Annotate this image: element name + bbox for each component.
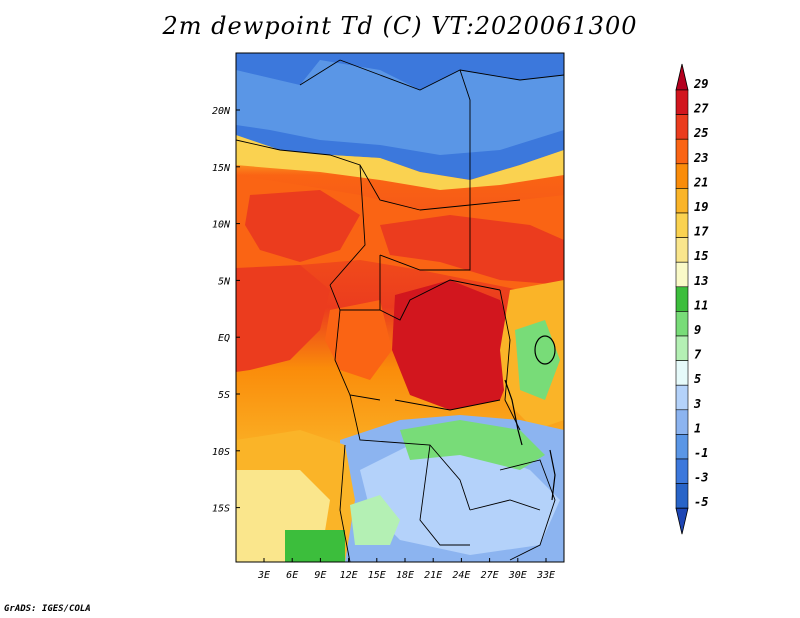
colorbar-swatch xyxy=(675,384,689,411)
colorbar-label: -3 xyxy=(694,471,708,485)
colorbar-label: 21 xyxy=(693,175,708,189)
colorbar-swatch xyxy=(675,483,689,509)
lat-label: 10N xyxy=(212,220,231,231)
lat-label: 5S xyxy=(218,390,230,401)
lon-label: 15E xyxy=(368,570,386,581)
colorbar-swatch xyxy=(675,261,689,288)
colorbar-bottom-arrow xyxy=(675,507,689,535)
lon-label: 12E xyxy=(340,570,358,581)
colorbar-label: -1 xyxy=(694,446,708,460)
colorbar-swatch xyxy=(675,311,689,337)
lat-label: 20N xyxy=(212,106,231,117)
lon-label: 33E xyxy=(536,570,555,581)
lon-label: 27E xyxy=(481,570,499,581)
map-frame xyxy=(235,52,565,563)
colorbar-label: 15 xyxy=(694,249,708,263)
lat-label: 5N xyxy=(218,276,231,287)
colorbar-label: 5 xyxy=(694,372,701,386)
colorbar-label: 1 xyxy=(694,421,701,435)
colorbar-swatch xyxy=(675,458,689,484)
colorbar-label: 23 xyxy=(693,151,708,165)
colorbar-label: 9 xyxy=(694,323,701,337)
longitude-axis: 3E 6E 9E 12E 15E 18E 21E 24E 27E 30E 33E xyxy=(257,558,555,581)
latitude-axis: 20N 15N 10N 5N EQ 5S 10S 15S xyxy=(212,106,240,515)
dewpoint-field xyxy=(236,53,564,562)
colorbar-label: 17 xyxy=(694,225,709,239)
grads-credit: GrADS: IGES/COLA xyxy=(4,604,91,614)
lon-label: 3E xyxy=(257,570,270,581)
lat-label: 15N xyxy=(212,163,231,174)
country-borders xyxy=(236,59,564,562)
lon-label: 21E xyxy=(424,570,442,581)
colorbar-swatch xyxy=(675,188,689,214)
colorbar-label: 25 xyxy=(693,126,708,140)
colorbar-label: 27 xyxy=(693,102,709,116)
colorbar-label: 13 xyxy=(694,274,708,288)
map-figure: 20N 15N 10N 5N EQ 5S 10S 15S 3E 6E 9E 12E 15E 18E 21E… xyxy=(212,52,709,581)
colorbar-swatch xyxy=(675,212,689,238)
lat-label: 15S xyxy=(212,504,230,515)
colorbar-swatch xyxy=(675,89,689,115)
colorbar-swatch xyxy=(675,360,689,386)
colorbar-swatch xyxy=(675,114,689,140)
colorbar-top-arrow xyxy=(675,63,689,91)
colorbar-label: 3 xyxy=(693,397,701,411)
colorbar-label: 11 xyxy=(694,298,708,312)
lon-label: 6E xyxy=(286,570,298,581)
lon-label: 9E xyxy=(314,570,326,581)
lon-label: 18E xyxy=(396,570,414,581)
lat-label: 10S xyxy=(212,447,230,458)
colorbar: 29 27 25 23 21 19 17 15 13 11 9 7 5 3 1 -1 -3 -5 xyxy=(675,63,709,535)
chart-title: 2m dewpoint Td (C) VT:2020061300 xyxy=(162,12,638,40)
colorbar-swatch xyxy=(675,237,689,263)
colorbar-label: 19 xyxy=(694,200,708,214)
lakes xyxy=(504,335,556,501)
lon-label: 24E xyxy=(452,570,470,581)
lat-label: EQ xyxy=(218,333,230,344)
lon-label: 30E xyxy=(508,570,527,581)
colorbar-label: 29 xyxy=(693,77,708,91)
colorbar-swatch xyxy=(675,286,689,312)
colorbar-swatch xyxy=(675,163,689,189)
colorbar-swatch xyxy=(675,434,689,460)
colorbar-swatch xyxy=(675,335,689,361)
colorbar-label: -5 xyxy=(694,495,708,509)
colorbar-label: 7 xyxy=(694,348,702,362)
colorbar-swatch xyxy=(675,138,689,165)
colorbar-swatch xyxy=(675,409,689,435)
